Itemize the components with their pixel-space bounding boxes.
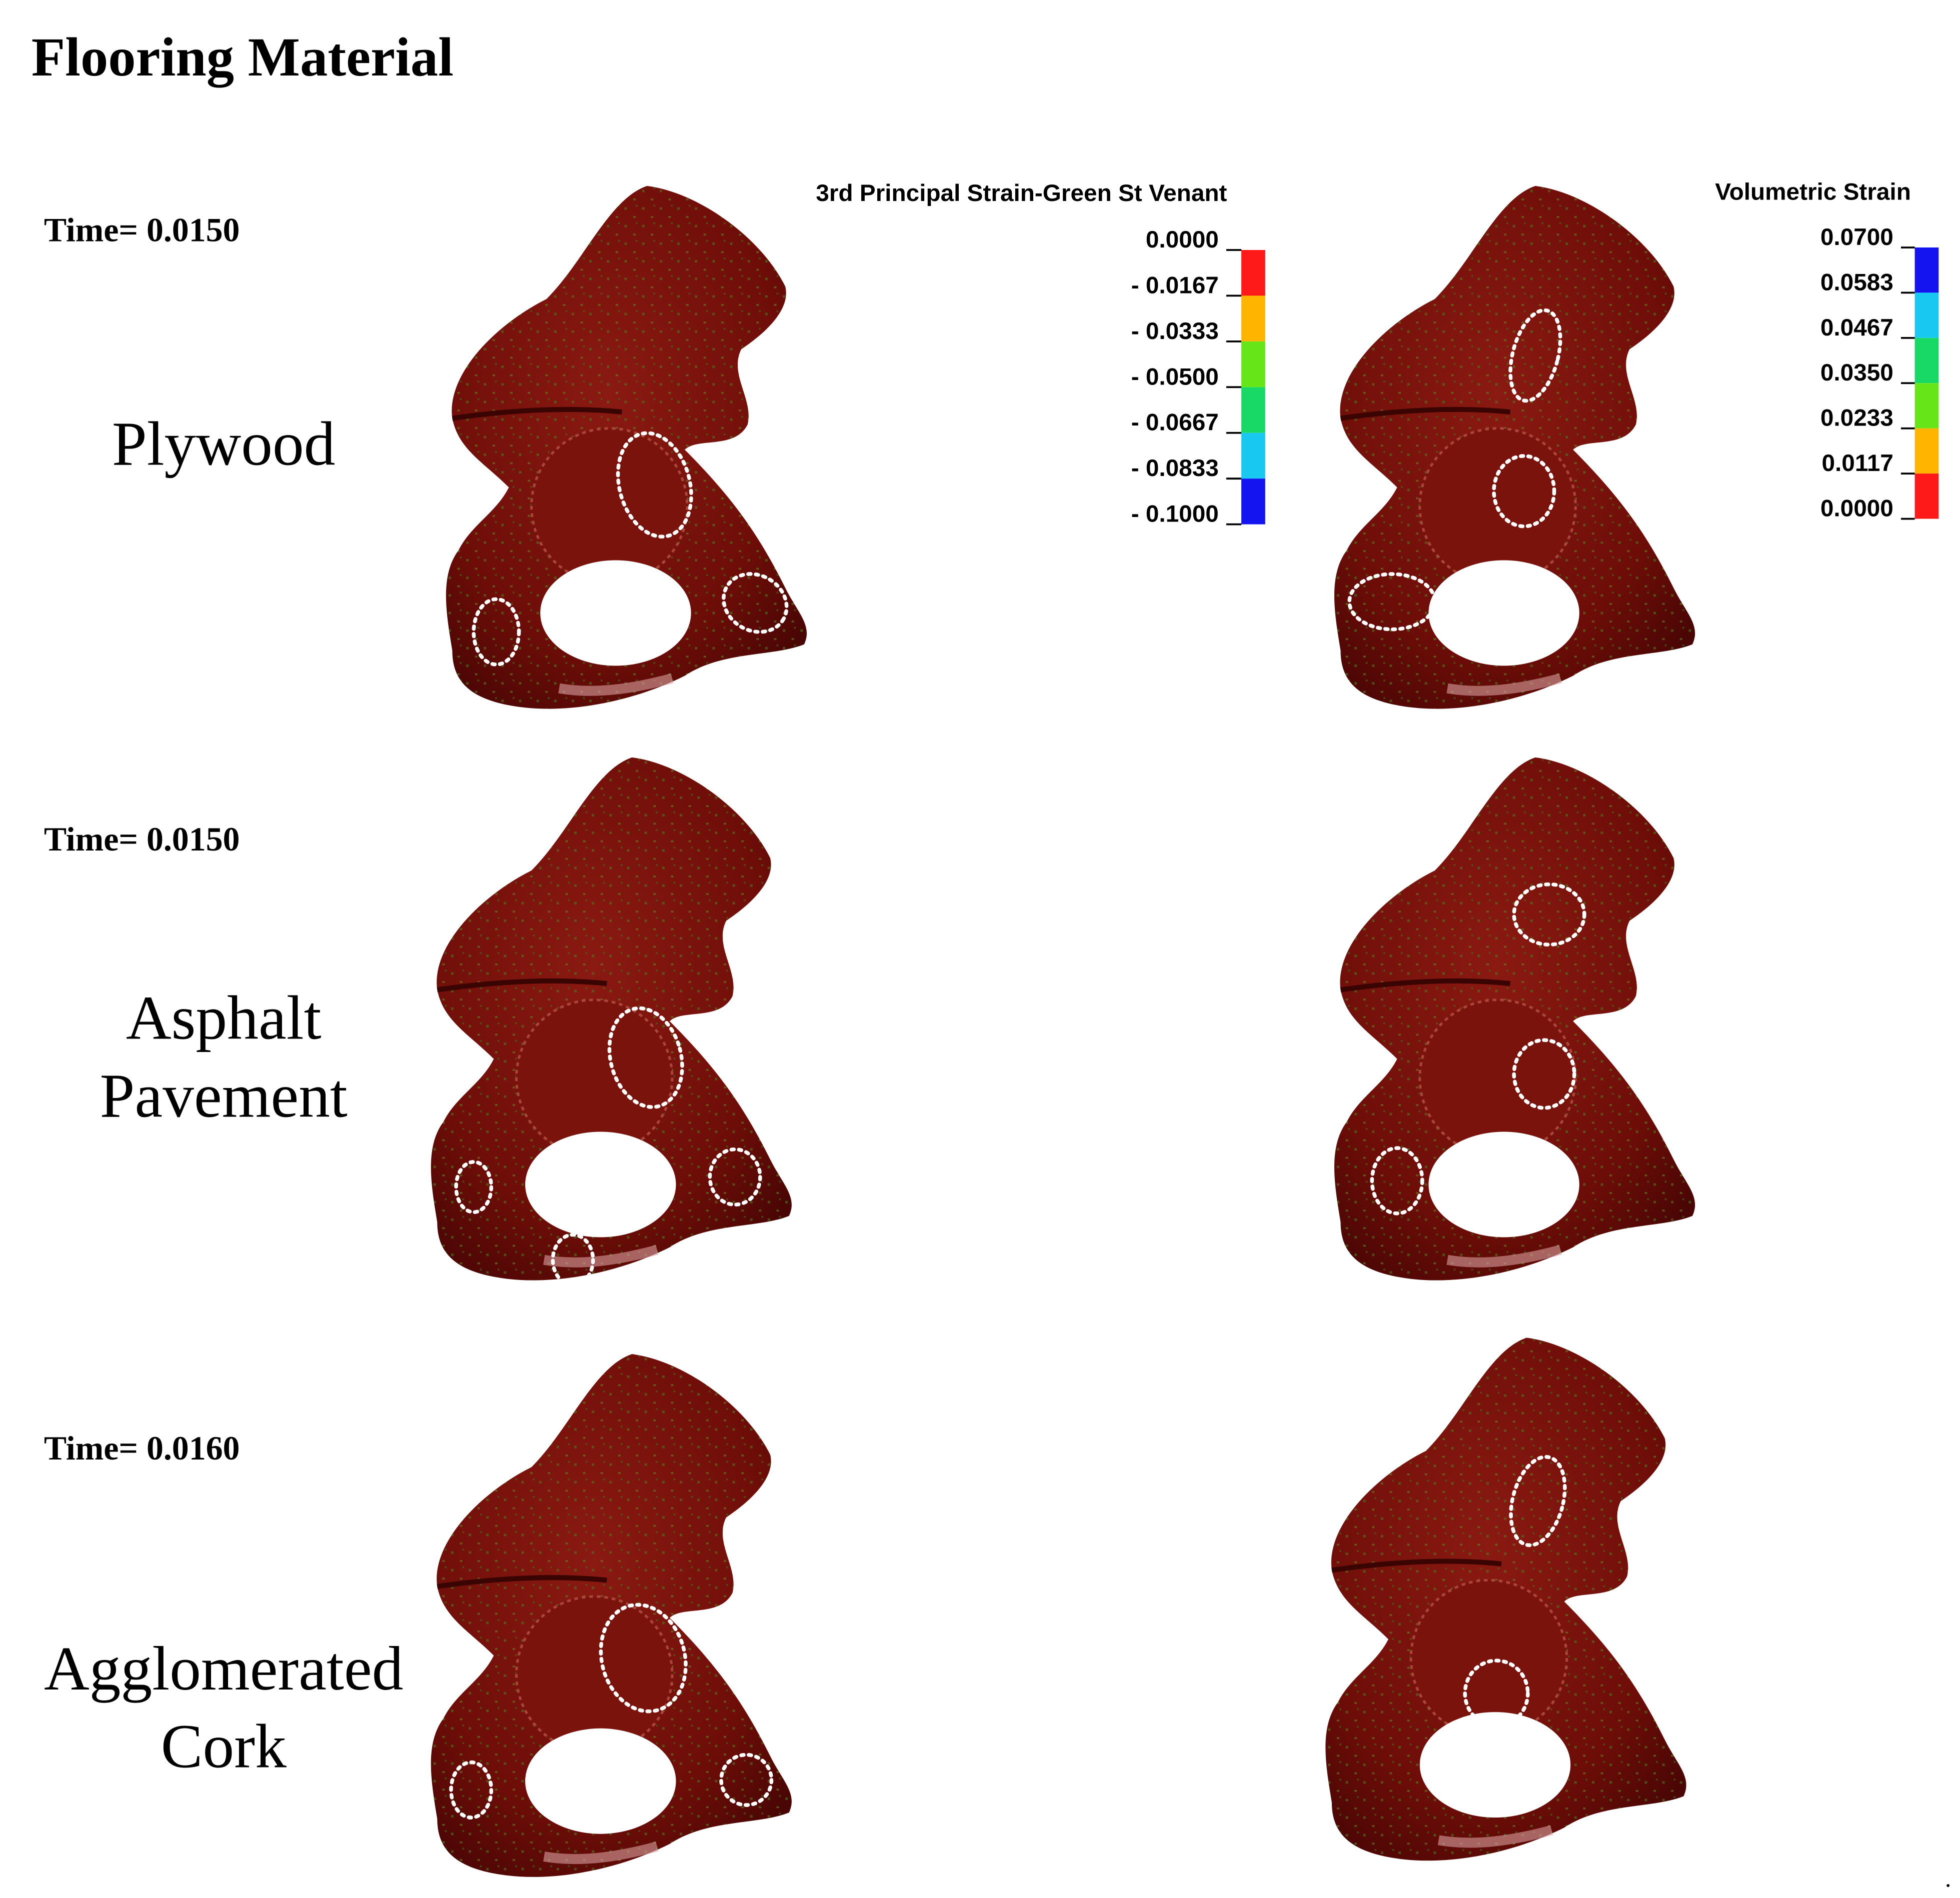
highlight-circle — [1509, 1455, 1567, 1548]
legend-title: 3rd Principal Strain-Green St Venant — [816, 180, 1227, 206]
material-name: Pavement — [100, 1061, 348, 1130]
legend-color-segment — [1914, 247, 1939, 293]
legend-tick-label: 0.0117 — [1822, 450, 1893, 476]
legend-color-segment — [1914, 338, 1939, 384]
pelvis-model — [1325, 1338, 1686, 1861]
legend-color-segment — [1914, 383, 1939, 428]
highlight-circle — [454, 1160, 494, 1214]
time-label: Time= 0.0160 — [44, 1430, 240, 1467]
pelvis-models — [431, 186, 1695, 1877]
legend-color-segment — [1914, 292, 1939, 338]
legend-tick-label: - 0.1000 — [1131, 501, 1219, 528]
figure-title: Flooring Material — [32, 26, 454, 88]
highlight-circle — [551, 1232, 595, 1287]
legend-color-segment — [1241, 296, 1265, 342]
highlight-circles — [449, 308, 1586, 1820]
legend-color-segment — [1241, 250, 1265, 296]
highlight-circle — [599, 1602, 688, 1714]
legend-title: Volumetric Strain — [1715, 178, 1911, 205]
highlight-circle — [616, 431, 693, 539]
highlight-circle — [1370, 1146, 1424, 1216]
legend-color-segment — [1241, 341, 1265, 388]
highlight-circle — [722, 572, 789, 634]
highlight-circle — [1508, 308, 1562, 403]
legend-color-segment — [1241, 478, 1265, 524]
legend-color-segment — [1241, 432, 1265, 479]
pelvis-model — [1334, 758, 1695, 1280]
legend-tick-label: - 0.0167 — [1131, 272, 1219, 298]
legend-tick-label: 0.0700 — [1820, 224, 1893, 250]
highlight-circle — [1512, 882, 1586, 946]
legend-tick-label: 0.0233 — [1820, 405, 1893, 432]
legend-tick-label: 0.0000 — [1146, 226, 1219, 253]
legend-color-segment — [1241, 387, 1265, 433]
highlight-circle — [719, 1752, 774, 1807]
highlight-circle — [449, 1760, 494, 1820]
time-label: Time= 0.0150 — [44, 211, 240, 248]
legend-tick-label: 0.0350 — [1820, 360, 1893, 386]
highlight-circle — [1512, 1038, 1576, 1110]
footnote: . — [1945, 1864, 1951, 1892]
material-name: Cork — [161, 1712, 287, 1782]
time-label: Time= 0.0150 — [44, 820, 240, 858]
legend-color-segment — [1914, 474, 1939, 519]
legend-tick-label: 0.0583 — [1820, 269, 1893, 296]
legend-tick-label: - 0.0833 — [1131, 455, 1219, 482]
legend-tick-label: - 0.0667 — [1131, 410, 1219, 436]
legend-tick-label: - 0.0333 — [1131, 318, 1219, 344]
highlight-circle — [708, 1147, 762, 1206]
highlight-circle — [607, 1006, 684, 1109]
pelvis-model — [431, 758, 792, 1280]
legend-tick-label: 0.0467 — [1820, 314, 1893, 341]
highlight-circle — [1463, 1658, 1530, 1728]
legend-tick-label: - 0.0500 — [1131, 364, 1219, 390]
legend-color-segment — [1914, 428, 1939, 474]
highlight-circle — [1347, 572, 1437, 632]
highlight-circle — [1492, 454, 1556, 528]
highlight-circle — [472, 597, 521, 666]
material-name: Plywood — [112, 410, 336, 479]
material-name: Agglomerated — [44, 1634, 403, 1704]
legend-tick-label: 0.0000 — [1820, 496, 1893, 522]
material-name: Asphalt — [126, 984, 322, 1053]
